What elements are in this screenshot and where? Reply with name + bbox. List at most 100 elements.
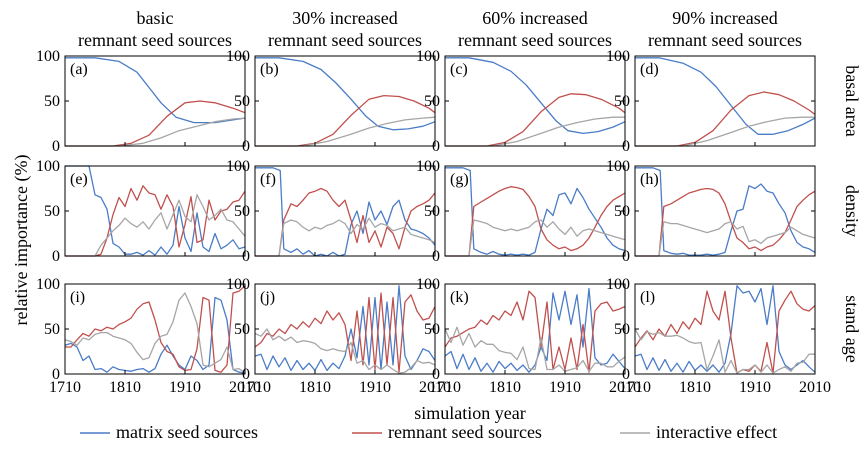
panel-label: (h): [640, 171, 659, 188]
interactive-series-line: [255, 328, 435, 374]
panel-frame: [254, 55, 436, 147]
x-tick-label: 1710: [619, 379, 651, 396]
panel-frame: [64, 283, 246, 375]
row-label: stand age: [842, 295, 862, 362]
interactive-series-line: [445, 326, 625, 372]
x-tick-label: 1810: [679, 379, 711, 396]
x-tick-label: 1910: [739, 379, 771, 396]
row-labels: basal area density stand age: [842, 65, 862, 362]
interactive-series-line: [445, 116, 625, 147]
y-tick-label: 0: [622, 248, 630, 265]
matrix-series-line: [635, 57, 815, 135]
y-tick-label: 0: [52, 366, 60, 383]
x-tick-label: 2010: [229, 379, 261, 396]
x-tick-label: 2010: [799, 379, 831, 396]
matrix-series-line: [65, 57, 245, 124]
x-tick-label: 1910: [359, 379, 391, 396]
panel-label: (i): [70, 289, 85, 306]
matrix-series-line: [445, 167, 625, 256]
matrix-series-line: [65, 296, 245, 374]
matrix-series-line: [255, 167, 435, 257]
x-tick-label: 1810: [489, 379, 521, 396]
panel-label: (l): [640, 289, 655, 306]
y-tick-label: 0: [432, 366, 440, 383]
legend: matrix seed sources remnant seed sources i…: [80, 422, 777, 442]
y-tick-label: 50: [44, 203, 60, 220]
interactive-series-line: [255, 217, 435, 257]
y-tick-label: 100: [36, 276, 60, 293]
panel-l: 0 50 100 1710 1810 1910 2010 (l): [606, 276, 831, 396]
y-tick-label: 50: [234, 93, 250, 110]
y-tick-label: 0: [242, 366, 250, 383]
x-axis-label: simulation year: [414, 403, 525, 423]
panel-c: 0 50 100 (c): [416, 48, 626, 155]
y-tick-label: 50: [424, 203, 440, 220]
remnant-series-line: [255, 94, 435, 147]
interactive-series-line: [65, 194, 245, 257]
y-tick-label: 100: [226, 48, 250, 65]
remnant-series-line: [65, 285, 245, 373]
row-label: basal area: [842, 65, 862, 136]
y-tick-label: 100: [226, 158, 250, 175]
x-tick-label: 2010: [609, 379, 641, 396]
x-tick-label: 1710: [49, 379, 81, 396]
y-tick-label: 50: [44, 93, 60, 110]
remnant-series-line: [445, 93, 625, 147]
panel-label: (c): [450, 61, 468, 78]
panel-label: (d): [640, 61, 659, 78]
y-tick-label: 50: [614, 93, 630, 110]
y-tick-label: 100: [416, 276, 440, 293]
panel-label: (k): [450, 289, 469, 306]
column-title-line2: remnant seed sources: [458, 30, 612, 50]
y-tick-label: 50: [614, 203, 630, 220]
y-tick-label: 100: [226, 276, 250, 293]
panel-b: 0 50 100 (b): [226, 48, 436, 155]
column-title-line1: 60% increased: [482, 8, 587, 28]
y-tick-label: 0: [52, 248, 60, 265]
remnant-series-line: [635, 91, 815, 147]
y-tick-label: 0: [622, 366, 630, 383]
panel-frame: [444, 55, 626, 147]
panel-d: 0 50 100 (d): [606, 48, 816, 155]
y-tick-label: 50: [424, 93, 440, 110]
y-tick-label: 100: [606, 276, 630, 293]
y-tick-label: 100: [416, 48, 440, 65]
row-label: density: [842, 185, 862, 237]
panels: 0 50 100 (a) 0 50 100 (b) 0 50 100 (c) 0 50 100 (d) 0 50 1…: [36, 48, 831, 396]
interactive-series-line: [635, 221, 815, 257]
column-title-line2: remnant seed sources: [268, 30, 422, 50]
matrix-series-line: [255, 57, 435, 131]
panel-e: 0 50 100 (e): [36, 158, 246, 265]
panel-frame: [64, 55, 246, 147]
matrix-series-line: [65, 165, 245, 256]
x-tick-label: 1810: [109, 379, 141, 396]
panel-label: (b): [260, 61, 279, 78]
y-tick-label: 50: [234, 203, 250, 220]
y-tick-label: 0: [242, 248, 250, 265]
panel-a: 0 50 100 (a): [36, 48, 246, 155]
matrix-series-line: [635, 285, 815, 373]
legend-label: matrix seed sources: [116, 422, 258, 442]
legend-label: interactive effect: [656, 422, 777, 442]
y-tick-label: 0: [432, 138, 440, 155]
column-title-line2: remnant seed sources: [648, 30, 802, 50]
x-tick-label: 1710: [239, 379, 271, 396]
panel-label: (j): [260, 289, 275, 306]
y-tick-label: 50: [614, 321, 630, 338]
y-tick-label: 50: [424, 321, 440, 338]
legend-label: remnant seed sources: [388, 422, 542, 442]
x-tick-label: 2010: [419, 379, 451, 396]
panel-h: 0 50 100 (h): [606, 158, 816, 265]
remnant-series-line: [65, 185, 245, 257]
y-tick-label: 0: [432, 248, 440, 265]
column-title-line1: 30% increased: [292, 8, 397, 28]
y-tick-label: 100: [36, 48, 60, 65]
y-tick-label: 100: [416, 158, 440, 175]
remnant-series-line: [445, 186, 625, 257]
panel-frame: [634, 55, 816, 147]
